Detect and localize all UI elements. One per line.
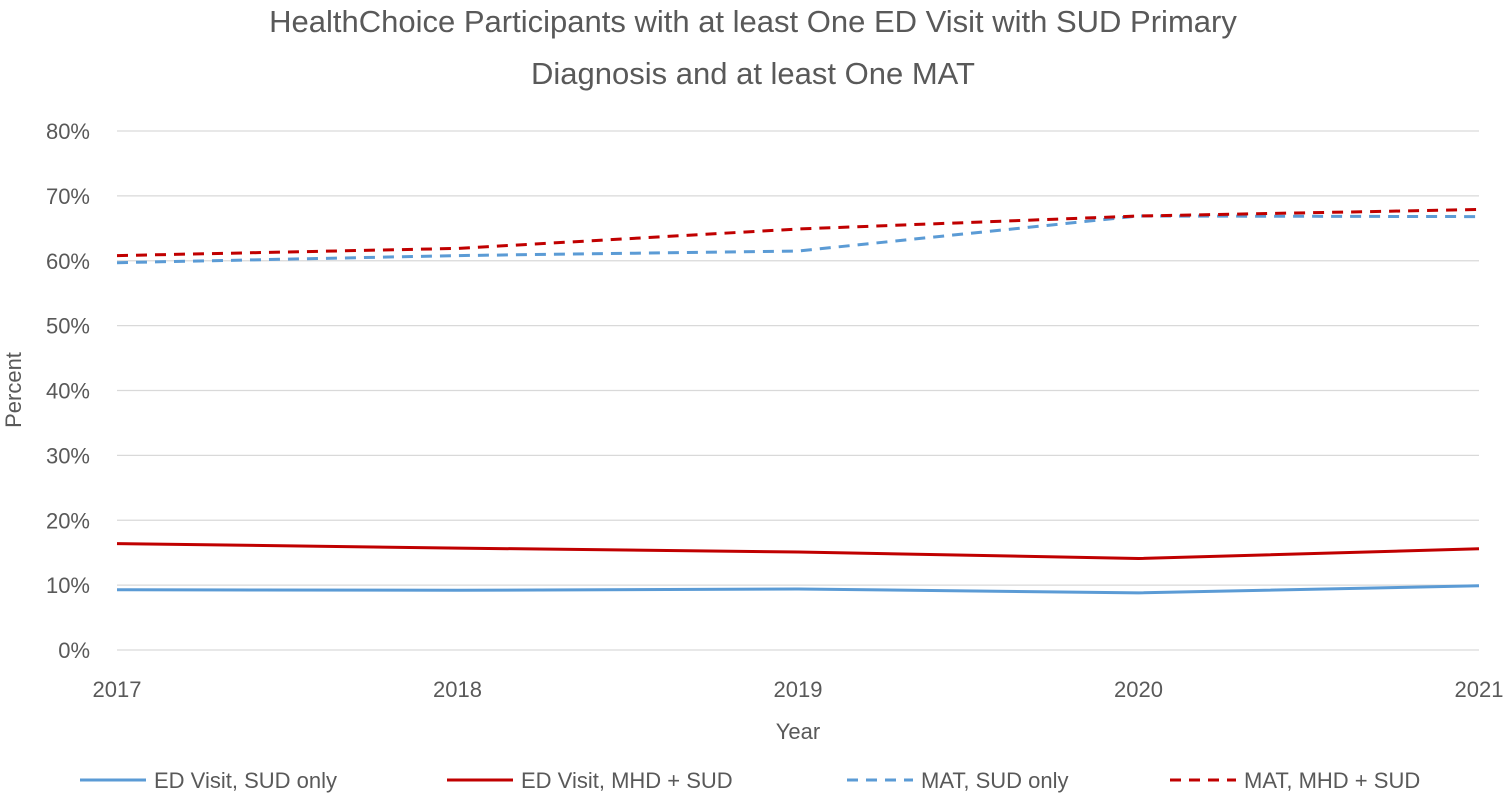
chart-title-line-1: HealthChoice Participants with at least …: [269, 4, 1237, 39]
legend: ED Visit, SUD only ED Visit, MHD + SUD MAT…: [80, 768, 1420, 793]
y-tick-label: 60%: [46, 249, 90, 274]
series-line-1: [116, 584, 1480, 595]
y-tick-label: 40%: [46, 379, 90, 404]
y-tick-label: 10%: [46, 573, 90, 598]
y-tick-label: 30%: [46, 443, 90, 468]
y-axis-title: Percent: [1, 352, 26, 428]
legend-label: MAT, MHD + SUD: [1244, 768, 1420, 793]
legend-label: ED Visit, MHD + SUD: [521, 768, 733, 793]
series-line-2: [116, 542, 1480, 560]
series-lines: [116, 208, 1480, 595]
x-tick-label: 2020: [1114, 677, 1163, 702]
y-tick-label: 0%: [58, 638, 90, 663]
x-axis-tick-labels: 2017 2018 2019 2020 2021: [93, 677, 1504, 702]
x-tick-label: 2017: [93, 677, 142, 702]
y-tick-label: 80%: [46, 119, 90, 144]
legend-label: MAT, SUD only: [921, 768, 1069, 793]
y-tick-label: 70%: [46, 184, 90, 209]
x-tick-label: 2021: [1455, 677, 1504, 702]
x-axis-title: Year: [776, 719, 820, 744]
x-tick-label: 2018: [433, 677, 482, 702]
series-line-3: [116, 214, 1480, 265]
chart-title-line-2: Diagnosis and at least One MAT: [531, 56, 975, 91]
gridlines: [117, 130, 1479, 651]
legend-label: ED Visit, SUD only: [154, 768, 337, 793]
y-tick-label: 50%: [46, 314, 90, 339]
y-tick-label: 20%: [46, 508, 90, 533]
y-axis-tick-labels: 0% 10% 20% 30% 40% 50% 60% 70% 80%: [46, 119, 90, 663]
x-tick-label: 2019: [774, 677, 823, 702]
